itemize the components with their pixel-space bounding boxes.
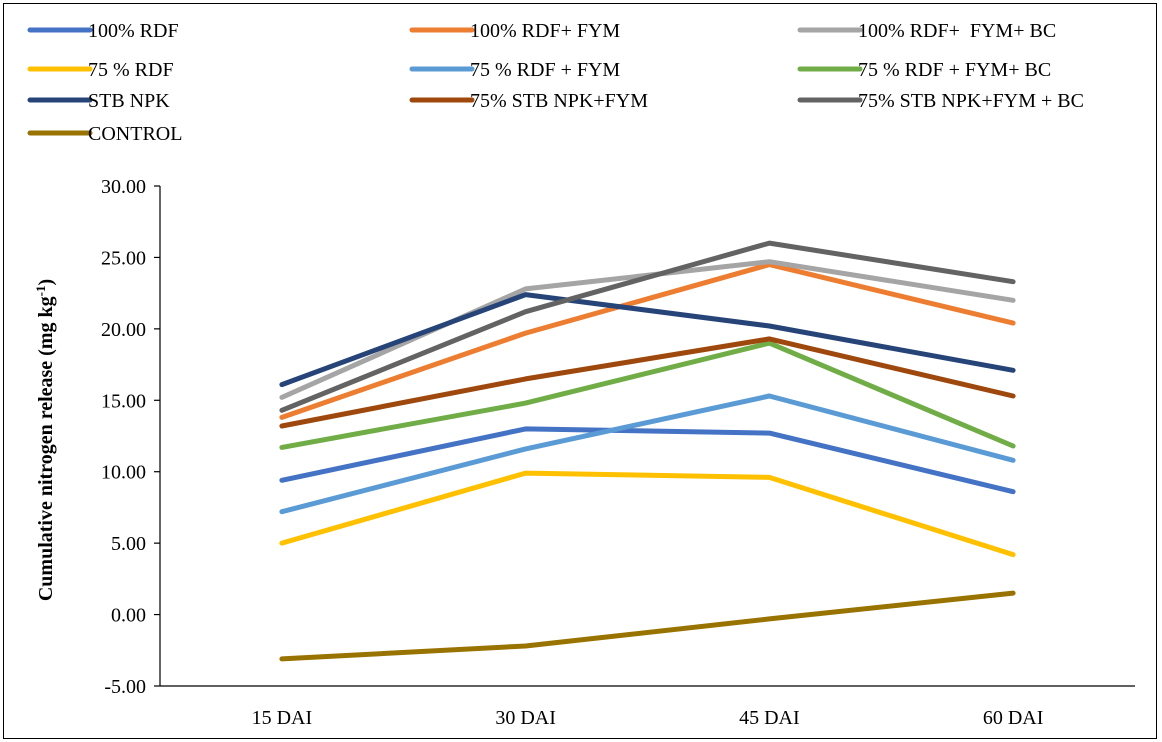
legend-label: 75 % RDF	[88, 59, 174, 81]
series-line-8	[279, 336, 1016, 429]
series-lines	[279, 240, 1016, 662]
y-axis-label-close: )	[35, 279, 57, 286]
legend-label: 75% STB NPK+FYM	[470, 90, 648, 112]
series-line-2	[279, 262, 1016, 420]
series-line-10	[279, 590, 1016, 662]
legend-label: 75 % RDF + FYM+ BC	[858, 59, 1051, 81]
legend: 100% RDF 100% RDF+ FYM 100% RDF+ FYM+ BC 75…	[27, 20, 1084, 145]
y-tick-label: 10.00	[101, 462, 146, 484]
axes: -5.00 0.00 5.00 10.00 15.00 20.00 25.00 30.00 15…	[101, 176, 1135, 729]
y-tick-label: 30.00	[101, 176, 146, 198]
y-tick-label: 25.00	[101, 247, 146, 269]
y-tick-label: 20.00	[101, 319, 146, 341]
x-tick-label: 15 DAI	[252, 707, 313, 729]
series-line-5	[279, 393, 1016, 515]
legend-label: 100% RDF	[88, 20, 179, 42]
y-axis-label-sup: -1	[33, 286, 48, 297]
series-line-1	[279, 426, 1016, 495]
legend-label: CONTROL	[88, 123, 182, 145]
series-line-4	[279, 470, 1016, 558]
legend-label: 75 % RDF + FYM	[470, 59, 620, 81]
series-line-6	[279, 340, 1016, 450]
legend-label: 75% STB NPK+FYM + BC	[858, 90, 1084, 112]
series-line-7	[279, 292, 1016, 388]
x-tick-label: 30 DAI	[495, 707, 556, 729]
legend-label: 100% RDF+ FYM+ BC	[858, 20, 1056, 42]
x-tick-label: 60 DAI	[983, 707, 1044, 729]
series-line-9	[279, 240, 1016, 413]
y-tick-label: -5.00	[104, 676, 146, 698]
y-tick-label: 0.00	[111, 605, 146, 627]
y-axis-label: Cumulative nitrogen release (mg kg-1)	[33, 279, 58, 601]
y-tick-label: 5.00	[111, 533, 146, 555]
y-axis-label-text: Cumulative nitrogen release (mg kg	[35, 296, 57, 601]
legend-label: STB NPK	[88, 90, 170, 112]
legend-label: 100% RDF+ FYM	[470, 20, 620, 42]
y-tick-label: 15.00	[101, 390, 146, 412]
x-tick-label: 45 DAI	[739, 707, 800, 729]
chart-frame	[3, 3, 1157, 739]
